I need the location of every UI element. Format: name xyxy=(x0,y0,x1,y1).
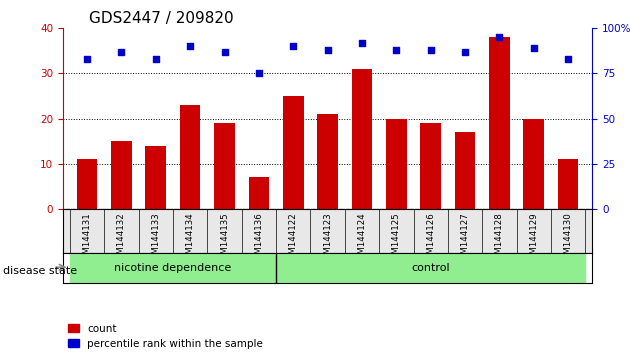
Text: disease state: disease state xyxy=(3,266,77,276)
Bar xyxy=(558,159,578,209)
Point xyxy=(82,56,92,62)
Point xyxy=(357,40,367,46)
Text: nicotine dependence: nicotine dependence xyxy=(114,263,232,273)
Text: GSM144136: GSM144136 xyxy=(255,212,263,265)
Text: GSM144131: GSM144131 xyxy=(83,212,91,265)
Point xyxy=(529,45,539,51)
Point xyxy=(288,44,298,49)
Bar xyxy=(276,253,585,283)
Bar xyxy=(70,253,276,283)
Point xyxy=(323,47,333,53)
Bar xyxy=(180,105,200,209)
Bar xyxy=(420,123,441,209)
Point xyxy=(254,71,264,76)
Bar xyxy=(111,141,132,209)
Text: GSM144134: GSM144134 xyxy=(186,212,195,265)
Point xyxy=(563,56,573,62)
Text: control: control xyxy=(411,263,450,273)
Legend: count, percentile rank within the sample: count, percentile rank within the sample xyxy=(68,324,263,349)
Text: GSM144135: GSM144135 xyxy=(220,212,229,265)
Point xyxy=(117,49,127,55)
Text: GSM144122: GSM144122 xyxy=(289,212,298,265)
Text: GSM144130: GSM144130 xyxy=(564,212,573,265)
Point xyxy=(391,47,401,53)
Text: GSM144127: GSM144127 xyxy=(461,212,469,265)
Text: GSM144126: GSM144126 xyxy=(426,212,435,265)
Text: GSM144133: GSM144133 xyxy=(151,212,160,265)
Point xyxy=(151,56,161,62)
Point xyxy=(426,47,436,53)
Text: GSM144132: GSM144132 xyxy=(117,212,126,265)
Bar xyxy=(455,132,476,209)
Bar xyxy=(489,38,510,209)
Text: GSM144125: GSM144125 xyxy=(392,212,401,265)
Point xyxy=(495,35,505,40)
Bar xyxy=(146,146,166,209)
Point xyxy=(460,49,470,55)
Bar xyxy=(386,119,406,209)
Point xyxy=(219,49,229,55)
Bar xyxy=(249,177,269,209)
Bar xyxy=(352,69,372,209)
Bar xyxy=(77,159,98,209)
Bar xyxy=(214,123,235,209)
Bar xyxy=(524,119,544,209)
Text: GSM144124: GSM144124 xyxy=(357,212,367,265)
Text: GSM144129: GSM144129 xyxy=(529,212,538,265)
Text: GSM144123: GSM144123 xyxy=(323,212,332,265)
Text: GSM144128: GSM144128 xyxy=(495,212,504,265)
Point xyxy=(185,44,195,49)
Bar xyxy=(283,96,304,209)
Text: GDS2447 / 209820: GDS2447 / 209820 xyxy=(89,11,234,26)
Bar xyxy=(318,114,338,209)
